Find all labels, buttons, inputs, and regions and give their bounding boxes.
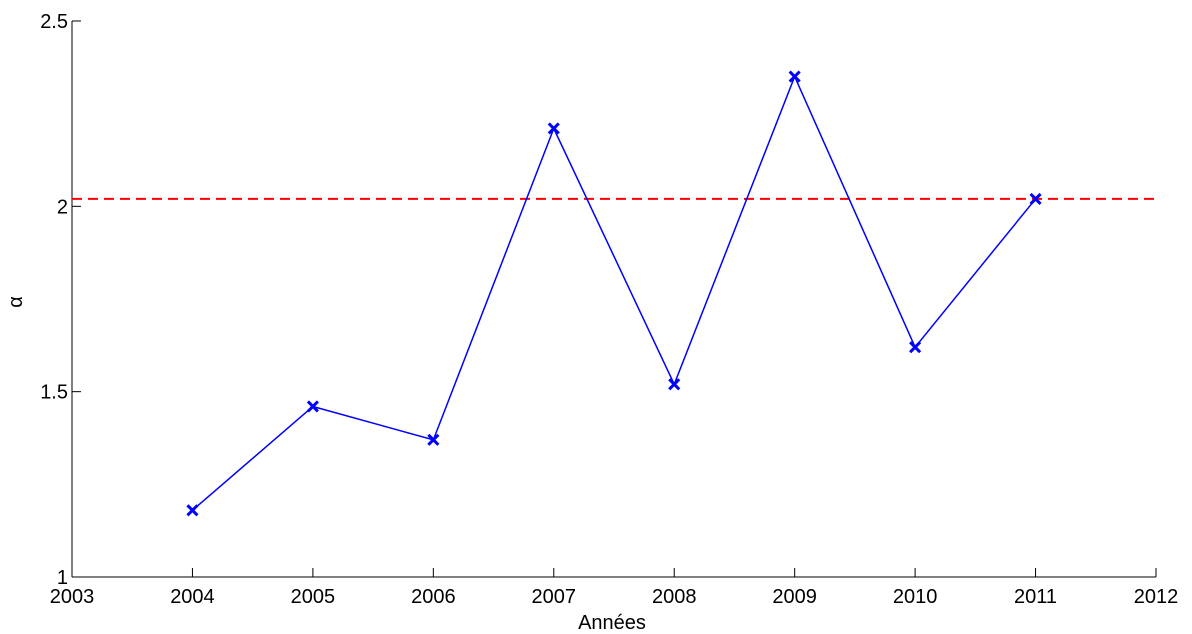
data-point-marker bbox=[306, 400, 319, 413]
marker-stroke bbox=[909, 341, 922, 354]
data-point-marker bbox=[668, 378, 681, 391]
y-tick-label: 2.5 bbox=[40, 11, 68, 33]
data-point-marker bbox=[909, 341, 922, 354]
marker-stroke bbox=[306, 400, 319, 413]
y-tick-label: 1.5 bbox=[40, 382, 68, 404]
x-tick-label: 2006 bbox=[411, 586, 456, 608]
data-point-marker bbox=[427, 433, 440, 446]
y-tick-label: 2 bbox=[57, 196, 68, 218]
x-tick-label: 2012 bbox=[1134, 586, 1179, 608]
data-point-marker bbox=[547, 122, 560, 135]
series-line bbox=[191, 74, 1037, 511]
x-tick-label: 2005 bbox=[291, 586, 336, 608]
x-tick-label: 2009 bbox=[772, 586, 817, 608]
y-tick-label: 1 bbox=[57, 567, 68, 589]
x-tick-label: 2003 bbox=[50, 586, 95, 608]
data-point-marker bbox=[1029, 192, 1042, 205]
marker-stroke bbox=[788, 70, 801, 83]
marker-stroke bbox=[186, 504, 199, 517]
marker-stroke bbox=[547, 122, 560, 135]
chart-axes bbox=[71, 21, 1156, 578]
y-axis-label: α bbox=[5, 296, 27, 308]
marker-stroke bbox=[1029, 192, 1042, 205]
marker-stroke bbox=[668, 378, 681, 391]
x-tick-label: 2010 bbox=[893, 586, 938, 608]
series-group bbox=[186, 70, 1042, 517]
x-axis-label: Années bbox=[578, 612, 646, 634]
x-tick-label: 2004 bbox=[170, 586, 215, 608]
marker-stroke bbox=[427, 433, 440, 446]
x-tick-label: 2011 bbox=[1014, 586, 1057, 608]
data-point-marker bbox=[186, 504, 199, 517]
x-tick-label: 2007 bbox=[532, 586, 577, 608]
data-point-marker bbox=[788, 70, 801, 83]
y-axis-ticks: 1 1.5 2 2.5 bbox=[40, 11, 81, 589]
x-axis-ticks: 2003 2004 2005 2006 2007 2008 2009 2010 2011 2012 bbox=[50, 568, 1179, 608]
x-tick-label: 2008 bbox=[652, 586, 697, 608]
